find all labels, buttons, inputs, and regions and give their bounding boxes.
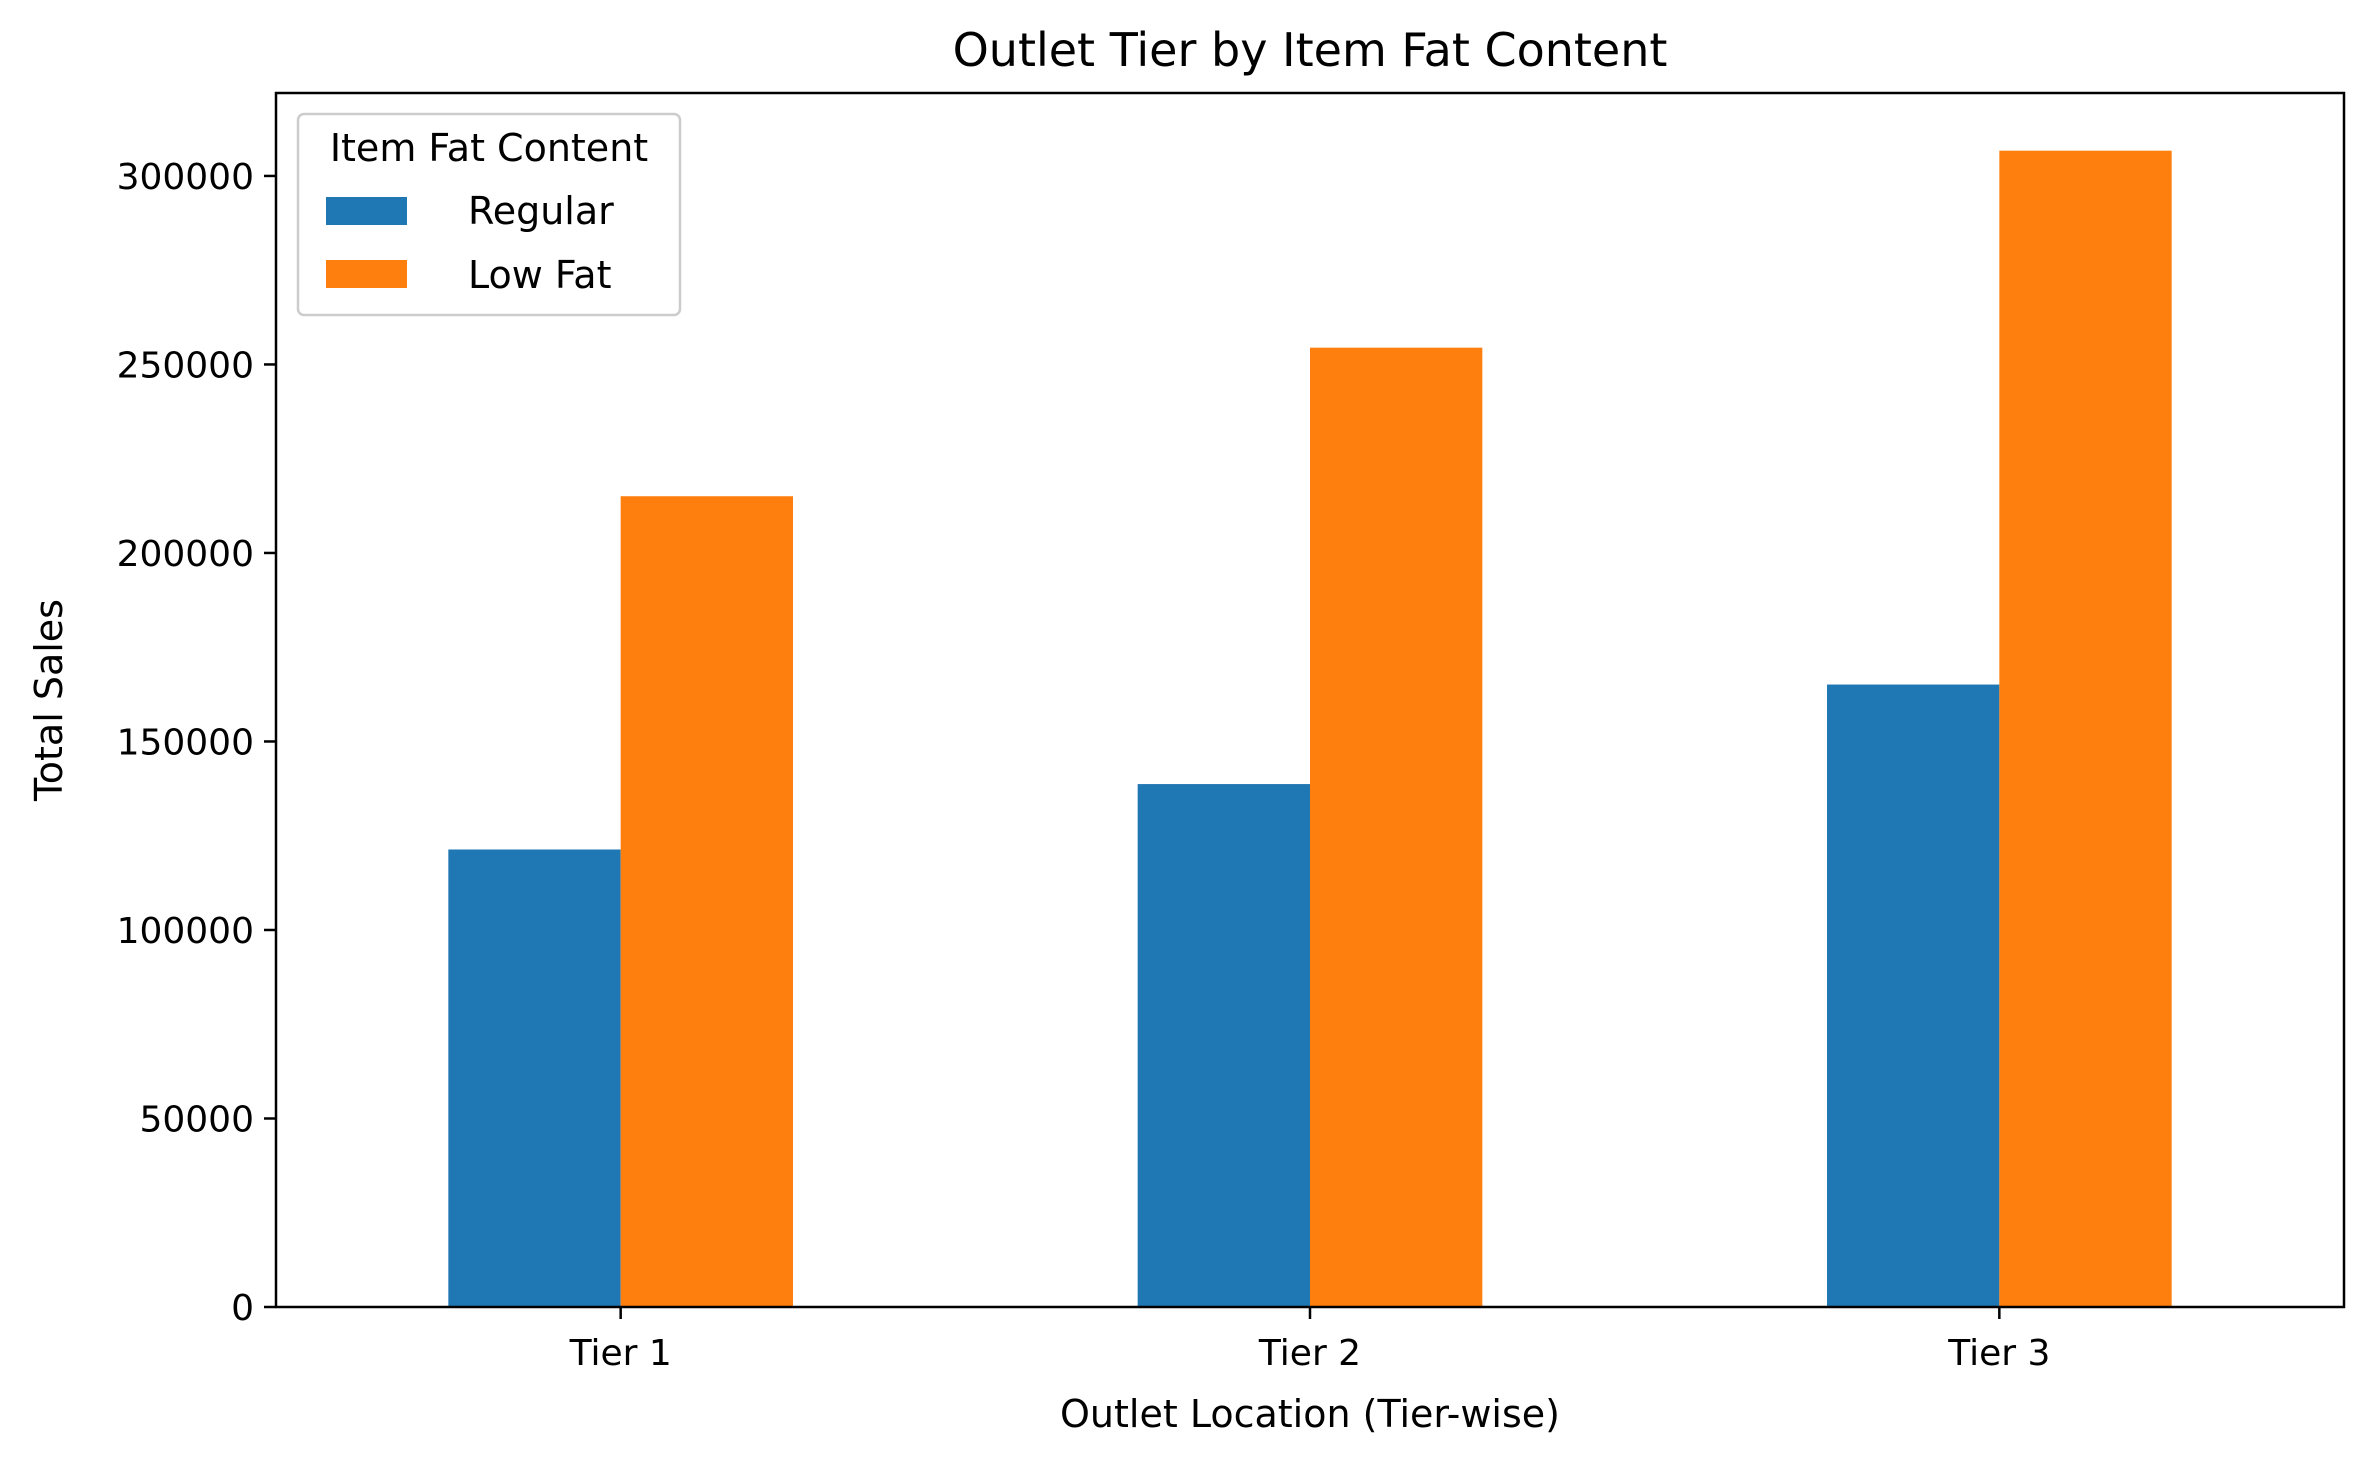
legend-label-low-fat: Low Fat xyxy=(468,253,611,297)
bar-regular-tier-2 xyxy=(1137,784,1310,1307)
legend-title: Item Fat Content xyxy=(330,126,648,170)
y-tick-label: 250000 xyxy=(117,345,254,386)
legend: Item Fat Content Regular Low Fat xyxy=(296,112,682,317)
legend-label-regular: Regular xyxy=(468,189,614,233)
x-tick-label: Tier 2 xyxy=(1258,1333,1361,1374)
y-tick-label: 200000 xyxy=(117,534,254,575)
y-axis-label: Total Sales xyxy=(27,599,71,802)
x-axis-label: Outlet Location (Tier-wise) xyxy=(1060,1392,1560,1436)
y-tick-label: 100000 xyxy=(117,911,254,952)
plot-area-frame xyxy=(274,91,2346,1309)
x-tick-label: Tier 3 xyxy=(1947,1333,2050,1374)
bars-group xyxy=(448,150,2172,1308)
bar-low-fat-tier-2 xyxy=(1310,347,1483,1307)
bar-low-fat-tier-1 xyxy=(620,496,793,1307)
x-tick-label: Tier 1 xyxy=(569,1333,672,1374)
bar-regular-tier-1 xyxy=(448,849,621,1307)
y-tick-label: 150000 xyxy=(117,722,254,763)
y-tick-label: 0 xyxy=(231,1288,254,1329)
y-tick-label: 50000 xyxy=(139,1099,254,1140)
x-axis-ticks: Tier 1 Tier 2 Tier 3 xyxy=(569,1307,2050,1374)
legend-swatch-regular xyxy=(326,197,407,225)
y-tick-label: 300000 xyxy=(117,157,254,198)
bar-low-fat-tier-3 xyxy=(1999,150,2172,1308)
bar-regular-tier-3 xyxy=(1827,684,2000,1307)
y-axis-ticks: 0 50000 100000 150000 200000 250000 300000 xyxy=(117,157,276,1329)
chart-title: Outlet Tier by Item Fat Content xyxy=(953,23,1668,77)
legend-swatch-low-fat xyxy=(326,260,407,288)
